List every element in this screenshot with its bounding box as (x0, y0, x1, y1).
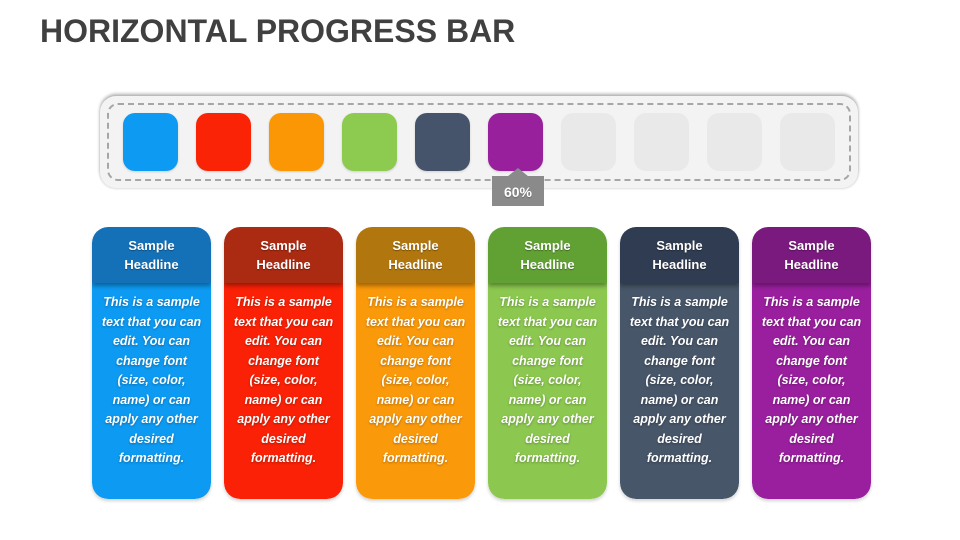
progress-card: Sample Headline This is a sample text th… (356, 227, 475, 499)
progress-segment-9 (707, 113, 762, 171)
progress-segment-10 (780, 113, 835, 171)
progress-segment-4 (342, 113, 397, 171)
progress-card: Sample Headline This is a sample text th… (92, 227, 211, 499)
card-text: This is a sample text that you can edit.… (365, 295, 466, 465)
page-title: HORIZONTAL PROGRESS BAR (40, 13, 516, 49)
card-headline: Sample Headline (388, 238, 443, 272)
card-header: Sample Headline (752, 227, 871, 283)
progress-segment-3 (269, 113, 324, 171)
progress-card: Sample Headline This is a sample text th… (488, 227, 607, 499)
progress-segment-6 (488, 113, 543, 171)
card-headline: Sample Headline (784, 238, 839, 272)
card-header: Sample Headline (488, 227, 607, 283)
card-headline: Sample Headline (520, 238, 575, 272)
progress-card: Sample Headline This is a sample text th… (224, 227, 343, 499)
progress-card: Sample Headline This is a sample text th… (620, 227, 739, 499)
card-body: This is a sample text that you can edit.… (752, 283, 871, 499)
card-header: Sample Headline (92, 227, 211, 283)
card-headline: Sample Headline (256, 238, 311, 272)
percent-badge: 60% (492, 168, 544, 206)
card-body: This is a sample text that you can edit.… (224, 283, 343, 499)
progress-segment-2 (196, 113, 251, 171)
card-text: This is a sample text that you can edit.… (761, 295, 862, 465)
progress-segment-1 (123, 113, 178, 171)
card-text: This is a sample text that you can edit.… (101, 295, 202, 465)
card-headline: Sample Headline (652, 238, 707, 272)
progress-segment-5 (415, 113, 470, 171)
progress-segment-8 (634, 113, 689, 171)
cards-row: Sample Headline This is a sample text th… (92, 227, 871, 499)
card-header: Sample Headline (620, 227, 739, 283)
progress-segment-7 (561, 113, 616, 171)
percent-badge-label: 60% (503, 184, 533, 200)
card-headline: Sample Headline (124, 238, 179, 272)
card-header: Sample Headline (356, 227, 475, 283)
card-body: This is a sample text that you can edit.… (488, 283, 607, 499)
card-text: This is a sample text that you can edit.… (233, 295, 334, 465)
progress-bar-track: 60% (100, 96, 858, 206)
card-text: This is a sample text that you can edit.… (497, 295, 598, 465)
progress-card: Sample Headline This is a sample text th… (752, 227, 871, 499)
card-header: Sample Headline (224, 227, 343, 283)
progress-segments (123, 113, 835, 171)
card-body: This is a sample text that you can edit.… (92, 283, 211, 499)
card-body: This is a sample text that you can edit.… (620, 283, 739, 499)
card-body: This is a sample text that you can edit.… (356, 283, 475, 499)
card-text: This is a sample text that you can edit.… (629, 295, 730, 465)
